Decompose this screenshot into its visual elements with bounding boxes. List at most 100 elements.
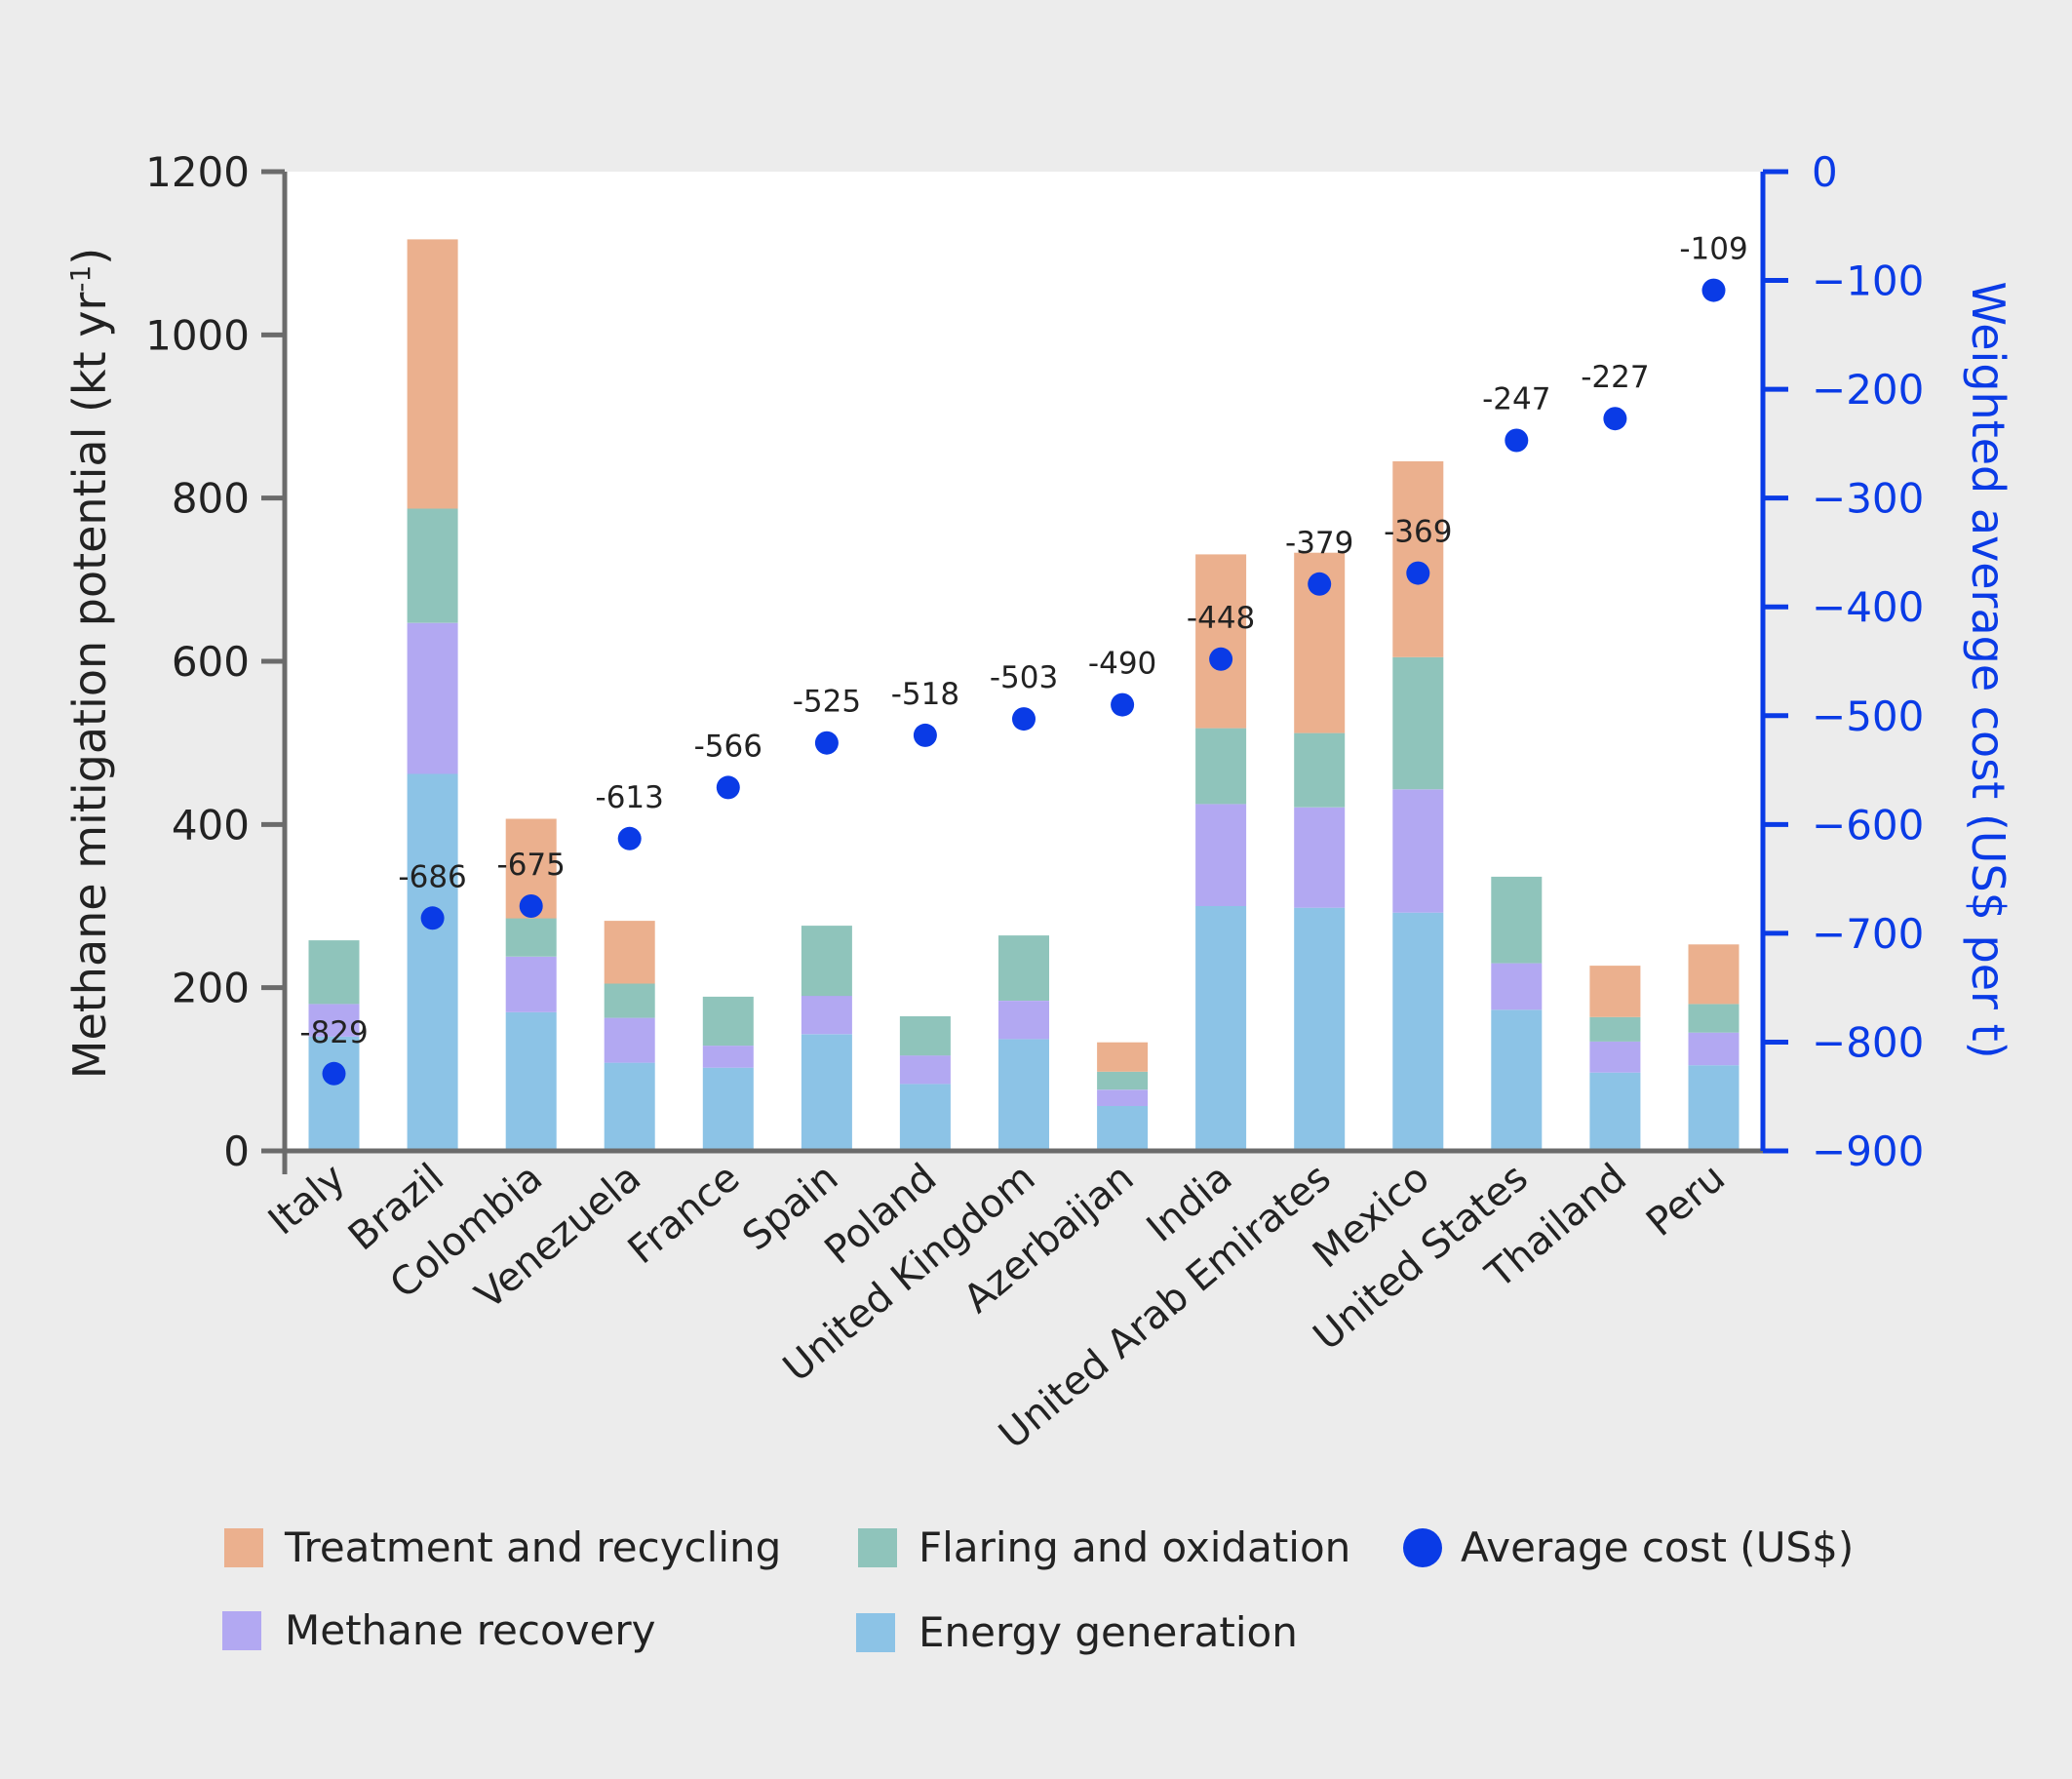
bar-segment	[505, 1011, 557, 1151]
bar-segment	[1688, 1004, 1740, 1033]
bar-segment	[801, 1034, 852, 1151]
cost-label: -566	[694, 729, 762, 764]
y-tick-label: 1200	[145, 148, 250, 196]
legend-label-flaring: Flaring and oxidation	[919, 1523, 1350, 1571]
cost-label: -675	[497, 848, 566, 883]
legend: Treatment and recycling Flaring and oxid…	[222, 1523, 1854, 1656]
bar-segment	[505, 918, 557, 957]
cost-point	[1209, 647, 1233, 671]
bar-segment	[1195, 554, 1247, 729]
cost-points-layer: -829 -686 -675 -613 -566 -525 -518 -503 -490 -448…	[299, 232, 1748, 1086]
bar-segment	[1294, 732, 1346, 808]
y2-tick-label: −400	[1812, 583, 1924, 631]
cost-label: -613	[596, 780, 664, 815]
legend-label-treatment: Treatment and recycling	[284, 1523, 781, 1571]
cost-point	[420, 906, 445, 930]
bar-segment	[899, 1084, 951, 1151]
x-tick-label: Peru	[1638, 1155, 1734, 1245]
axes-layer: 0 200 400 600 800 1000 1200 0 −100 −200 −300 −400 −5…	[145, 148, 1924, 1175]
cost-label: -503	[990, 660, 1058, 695]
cost-label: -448	[1187, 601, 1255, 636]
bar-segment	[1392, 789, 1444, 913]
bar-segment	[702, 996, 754, 1047]
cost-point	[322, 1061, 346, 1086]
bar-segment	[1097, 1106, 1149, 1151]
bar-segment	[998, 1001, 1049, 1040]
bar-segment	[407, 508, 458, 623]
bar-segment	[1097, 1042, 1149, 1072]
y-tick-label: 600	[172, 638, 250, 686]
cost-point	[913, 723, 937, 747]
y2-tick-label: −100	[1812, 257, 1924, 305]
legend-label-cost: Average cost (US$)	[1461, 1523, 1854, 1571]
y2-tick-label: −200	[1812, 366, 1924, 414]
bar-segment	[1392, 461, 1444, 657]
cost-point	[716, 775, 740, 800]
bar-segment	[1195, 728, 1247, 805]
bar-segment	[1195, 906, 1247, 1151]
y-tick-label: 800	[172, 475, 250, 523]
y2-tick-label: −900	[1812, 1127, 1924, 1175]
cost-point	[1012, 707, 1036, 731]
bar-segment	[308, 1036, 360, 1151]
bar-segment	[1195, 804, 1247, 906]
bars-layer	[308, 239, 1740, 1151]
y2-tick-label: −700	[1812, 910, 1924, 958]
bar-segment	[1097, 1089, 1149, 1106]
bar-segment	[801, 926, 852, 997]
cost-label: -686	[398, 859, 466, 894]
y2-tick-label: −800	[1812, 1018, 1924, 1066]
y-axis-title: Methane mitigation potential (kt yr-1)	[63, 248, 116, 1079]
x-tick-label: Italy	[260, 1155, 354, 1244]
bar-segment	[604, 921, 655, 984]
legend-swatch-flaring	[858, 1528, 897, 1567]
legend-swatch-treatment	[224, 1528, 263, 1567]
cost-point	[617, 826, 642, 850]
y2-tick-label: 0	[1812, 148, 1838, 196]
bar-segment	[1589, 1041, 1641, 1073]
bar-segment	[505, 956, 557, 1012]
cost-point	[1111, 692, 1135, 717]
y-tick-label: 200	[172, 965, 250, 1012]
cost-label: -379	[1285, 526, 1353, 561]
bar-segment	[1688, 944, 1740, 1005]
bar-segment	[604, 983, 655, 1018]
bar-segment	[604, 1017, 655, 1063]
legend-swatch-energy	[856, 1613, 895, 1652]
bar-segment	[702, 1067, 754, 1151]
bar-segment	[1491, 876, 1543, 964]
cost-point	[814, 731, 839, 755]
bar-segment	[1688, 1032, 1740, 1066]
bar-segment	[1491, 1009, 1543, 1151]
cost-point	[1406, 561, 1430, 585]
bar-segment	[1294, 907, 1346, 1151]
cost-label: -227	[1581, 360, 1649, 395]
bar-segment	[998, 1039, 1049, 1151]
y-axis-title-main: Methane mitigation potential (kt yr	[63, 293, 116, 1080]
cost-label: -490	[1088, 647, 1156, 682]
bar-segment	[407, 622, 458, 774]
legend-label-recovery: Methane recovery	[285, 1606, 656, 1654]
legend-swatch-recovery	[222, 1611, 261, 1650]
y-tick-label: 0	[223, 1127, 250, 1175]
bar-segment	[407, 773, 458, 1151]
legend-label-energy: Energy generation	[919, 1608, 1298, 1656]
cost-point	[1701, 278, 1726, 302]
x-tick-label: France	[620, 1155, 748, 1273]
bar-segment	[1097, 1071, 1149, 1090]
legend-marker-cost	[1403, 1528, 1442, 1567]
bar-segment	[1589, 966, 1641, 1017]
y-tick-label: 1000	[145, 311, 250, 359]
y2-tick-label: −300	[1812, 475, 1924, 523]
y-tick-label: 400	[172, 801, 250, 849]
y2-axis-title: Weighted average cost (US$ per t)	[1962, 281, 2014, 1058]
cost-point	[1505, 428, 1529, 453]
bar-segment	[604, 1062, 655, 1151]
cost-label: -247	[1482, 382, 1550, 417]
cost-label: -525	[793, 685, 861, 720]
bar-segment	[308, 940, 360, 1005]
bar-segment	[702, 1046, 754, 1068]
bar-segment	[998, 935, 1049, 1001]
cost-label: -369	[1384, 515, 1452, 550]
cost-point	[519, 894, 543, 918]
